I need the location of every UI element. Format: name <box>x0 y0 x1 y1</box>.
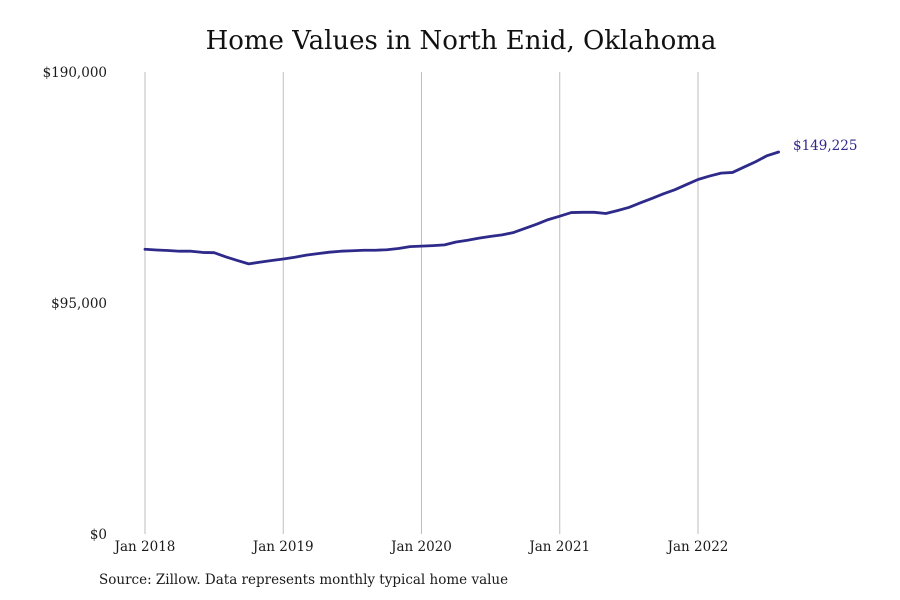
series-line <box>143 150 781 266</box>
x-axis-tick-labels: Jan 2018 Jan 2019 Jan 2020 Jan 2021 Jan 2022 <box>113 539 729 555</box>
y-tick-label: $0 <box>90 527 107 543</box>
series-line-group <box>143 150 781 266</box>
x-tick-label: Jan 2018 <box>113 539 176 555</box>
end-value-label-group: $149,225 <box>793 138 857 154</box>
chart-title: Home Values in North Enid, Oklahoma <box>205 26 717 56</box>
end-value-label: $149,225 <box>793 138 857 154</box>
x-tick-label: Jan 2020 <box>389 539 452 555</box>
y-tick-label: $95,000 <box>51 296 107 312</box>
x-tick-label: Jan 2019 <box>251 539 314 555</box>
source-note: Source: Zillow. Data represents monthly … <box>99 572 509 588</box>
y-axis-tick-labels: $0 $95,000 $190,000 <box>43 65 107 543</box>
x-tick-label: Jan 2021 <box>527 539 590 555</box>
x-grid-lines <box>144 72 699 534</box>
x-tick-label: Jan 2022 <box>666 539 729 555</box>
y-tick-label: $190,000 <box>43 65 107 81</box>
